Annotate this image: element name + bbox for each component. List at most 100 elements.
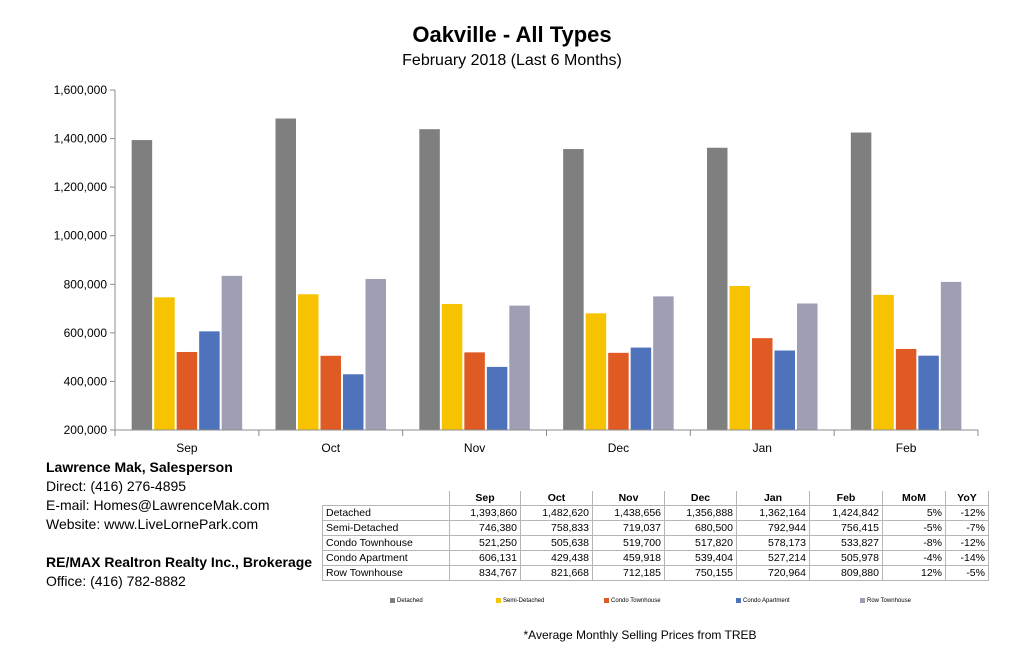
x-tick-label: Oct	[321, 441, 340, 455]
row-label: Semi-Detached	[322, 520, 450, 536]
y-tick-label: 1,600,000	[54, 83, 108, 97]
x-tick-label: Sep	[176, 441, 198, 455]
table-cell: 539,404	[664, 550, 737, 566]
legend-item: Row Townhouse	[860, 598, 911, 604]
brokerage-name: RE/MAX Realtron Realty Inc., Brokerage	[46, 554, 313, 570]
table-cell: -5%	[882, 520, 946, 536]
table-cell: 459,918	[592, 550, 665, 566]
chart-subtitle: February 2018 (Last 6 Months)	[402, 52, 622, 69]
table-cell: 792,944	[736, 520, 810, 536]
website-text: Website: www.LiveLornePark.com	[46, 516, 259, 532]
column-header: MoM	[882, 491, 946, 506]
legend-swatch	[860, 598, 865, 603]
legend-label: Condo Apartment	[743, 598, 790, 605]
table-cell: 1,362,164	[736, 505, 810, 521]
legend-swatch	[390, 598, 395, 603]
table-cell: 505,638	[520, 535, 593, 551]
column-header: Sep	[449, 491, 521, 506]
table-cell: 750,155	[664, 565, 737, 581]
table-cell: 527,214	[736, 550, 810, 566]
bar-condo-apartment	[774, 350, 795, 430]
table-cell: -14%	[945, 550, 989, 566]
table-cell: -7%	[945, 520, 989, 536]
table-cell: 12%	[882, 565, 946, 581]
legend-item: Semi-Detached	[496, 598, 544, 604]
table-cell: 578,173	[736, 535, 810, 551]
table-cell: 821,668	[520, 565, 593, 581]
table-cell: 1,356,888	[664, 505, 737, 521]
table-cell: -8%	[882, 535, 946, 551]
table-row: Condo Apartment 606,131 429,438 459,918 539,…	[322, 550, 989, 566]
table-cell: 720,964	[736, 565, 810, 581]
legend-swatch	[496, 598, 501, 603]
table-cell: 429,438	[520, 550, 593, 566]
table-cell: -5%	[945, 565, 989, 581]
bar-row-townhouse	[940, 281, 962, 430]
table-cell: -12%	[945, 505, 989, 521]
table-cell: 505,978	[809, 550, 883, 566]
legend-label: Row Townhouse	[867, 598, 911, 605]
table-corner	[322, 491, 450, 506]
bar-detached	[563, 149, 584, 430]
contact-block: Lawrence Mak, Salesperson Direct: (416) …	[46, 458, 312, 591]
legend-swatch	[736, 598, 741, 603]
bar-row-townhouse	[365, 279, 386, 430]
bar-condo-townhouse	[752, 338, 773, 430]
bar-condo-townhouse	[320, 355, 341, 430]
row-label: Detached	[322, 505, 450, 521]
bar-condo-townhouse	[464, 352, 485, 430]
y-tick-label: 600,000	[64, 326, 108, 340]
y-tick-label: 1,400,000	[54, 132, 108, 146]
bar-detached	[275, 118, 296, 431]
legend-item: Detached	[390, 598, 423, 604]
bar-row-townhouse	[221, 275, 243, 430]
column-header: Dec	[664, 491, 737, 506]
column-header: Oct	[520, 491, 593, 506]
bar-semi-detached	[154, 297, 175, 430]
table-cell: 533,827	[809, 535, 883, 551]
bar-condo-apartment	[918, 355, 939, 430]
x-tick-label: Dec	[608, 441, 629, 455]
y-tick-label: 200,000	[64, 423, 108, 437]
table-cell: 746,380	[449, 520, 521, 536]
bar-detached	[850, 132, 872, 430]
y-tick-label: 800,000	[64, 277, 108, 291]
bar-detached	[131, 140, 153, 431]
bar-detached	[707, 147, 728, 430]
column-header: Jan	[736, 491, 810, 506]
bar-detached	[419, 129, 440, 431]
bar-condo-townhouse	[895, 348, 917, 430]
bar-semi-detached	[729, 285, 750, 430]
table-cell: 1,482,620	[520, 505, 593, 521]
table-cell: 680,500	[664, 520, 737, 536]
direct-phone: Direct: (416) 276-4895	[46, 478, 187, 494]
table-cell: 1,438,656	[592, 505, 665, 521]
table-row: Detached 1,393,860 1,482,620 1,438,656 1,356…	[322, 505, 989, 521]
bar-condo-apartment	[486, 366, 508, 430]
office-phone: Office: (416) 782-8882	[46, 573, 186, 589]
row-label: Condo Apartment	[322, 550, 450, 566]
table-cell: 756,415	[809, 520, 883, 536]
table-cell: 758,833	[520, 520, 593, 536]
data-table: Sep Oct Nov Dec Jan Feb MoM YoY Detached…	[322, 491, 989, 581]
table-cell: 5%	[882, 505, 946, 521]
legend-label: Detached	[397, 598, 423, 605]
table-cell: 519,700	[592, 535, 665, 551]
table-cell: 719,037	[592, 520, 665, 536]
table-cell: 517,820	[664, 535, 737, 551]
bar-semi-detached	[298, 294, 319, 430]
column-header: Nov	[592, 491, 665, 506]
x-tick-label: Jan	[753, 441, 772, 455]
bar-semi-detached	[585, 313, 607, 430]
x-tick-label: Nov	[464, 441, 485, 455]
agent-name: Lawrence Mak, Salesperson	[46, 459, 233, 475]
bar-condo-apartment	[630, 347, 652, 430]
table-cell: 1,424,842	[809, 505, 883, 521]
legend-label: Semi-Detached	[503, 598, 545, 605]
x-tick-label: Feb	[896, 441, 917, 455]
table-cell: 712,185	[592, 565, 665, 581]
bar-row-townhouse	[509, 305, 530, 430]
y-tick-label: 400,000	[64, 374, 108, 388]
row-label: Condo Townhouse	[322, 535, 450, 551]
